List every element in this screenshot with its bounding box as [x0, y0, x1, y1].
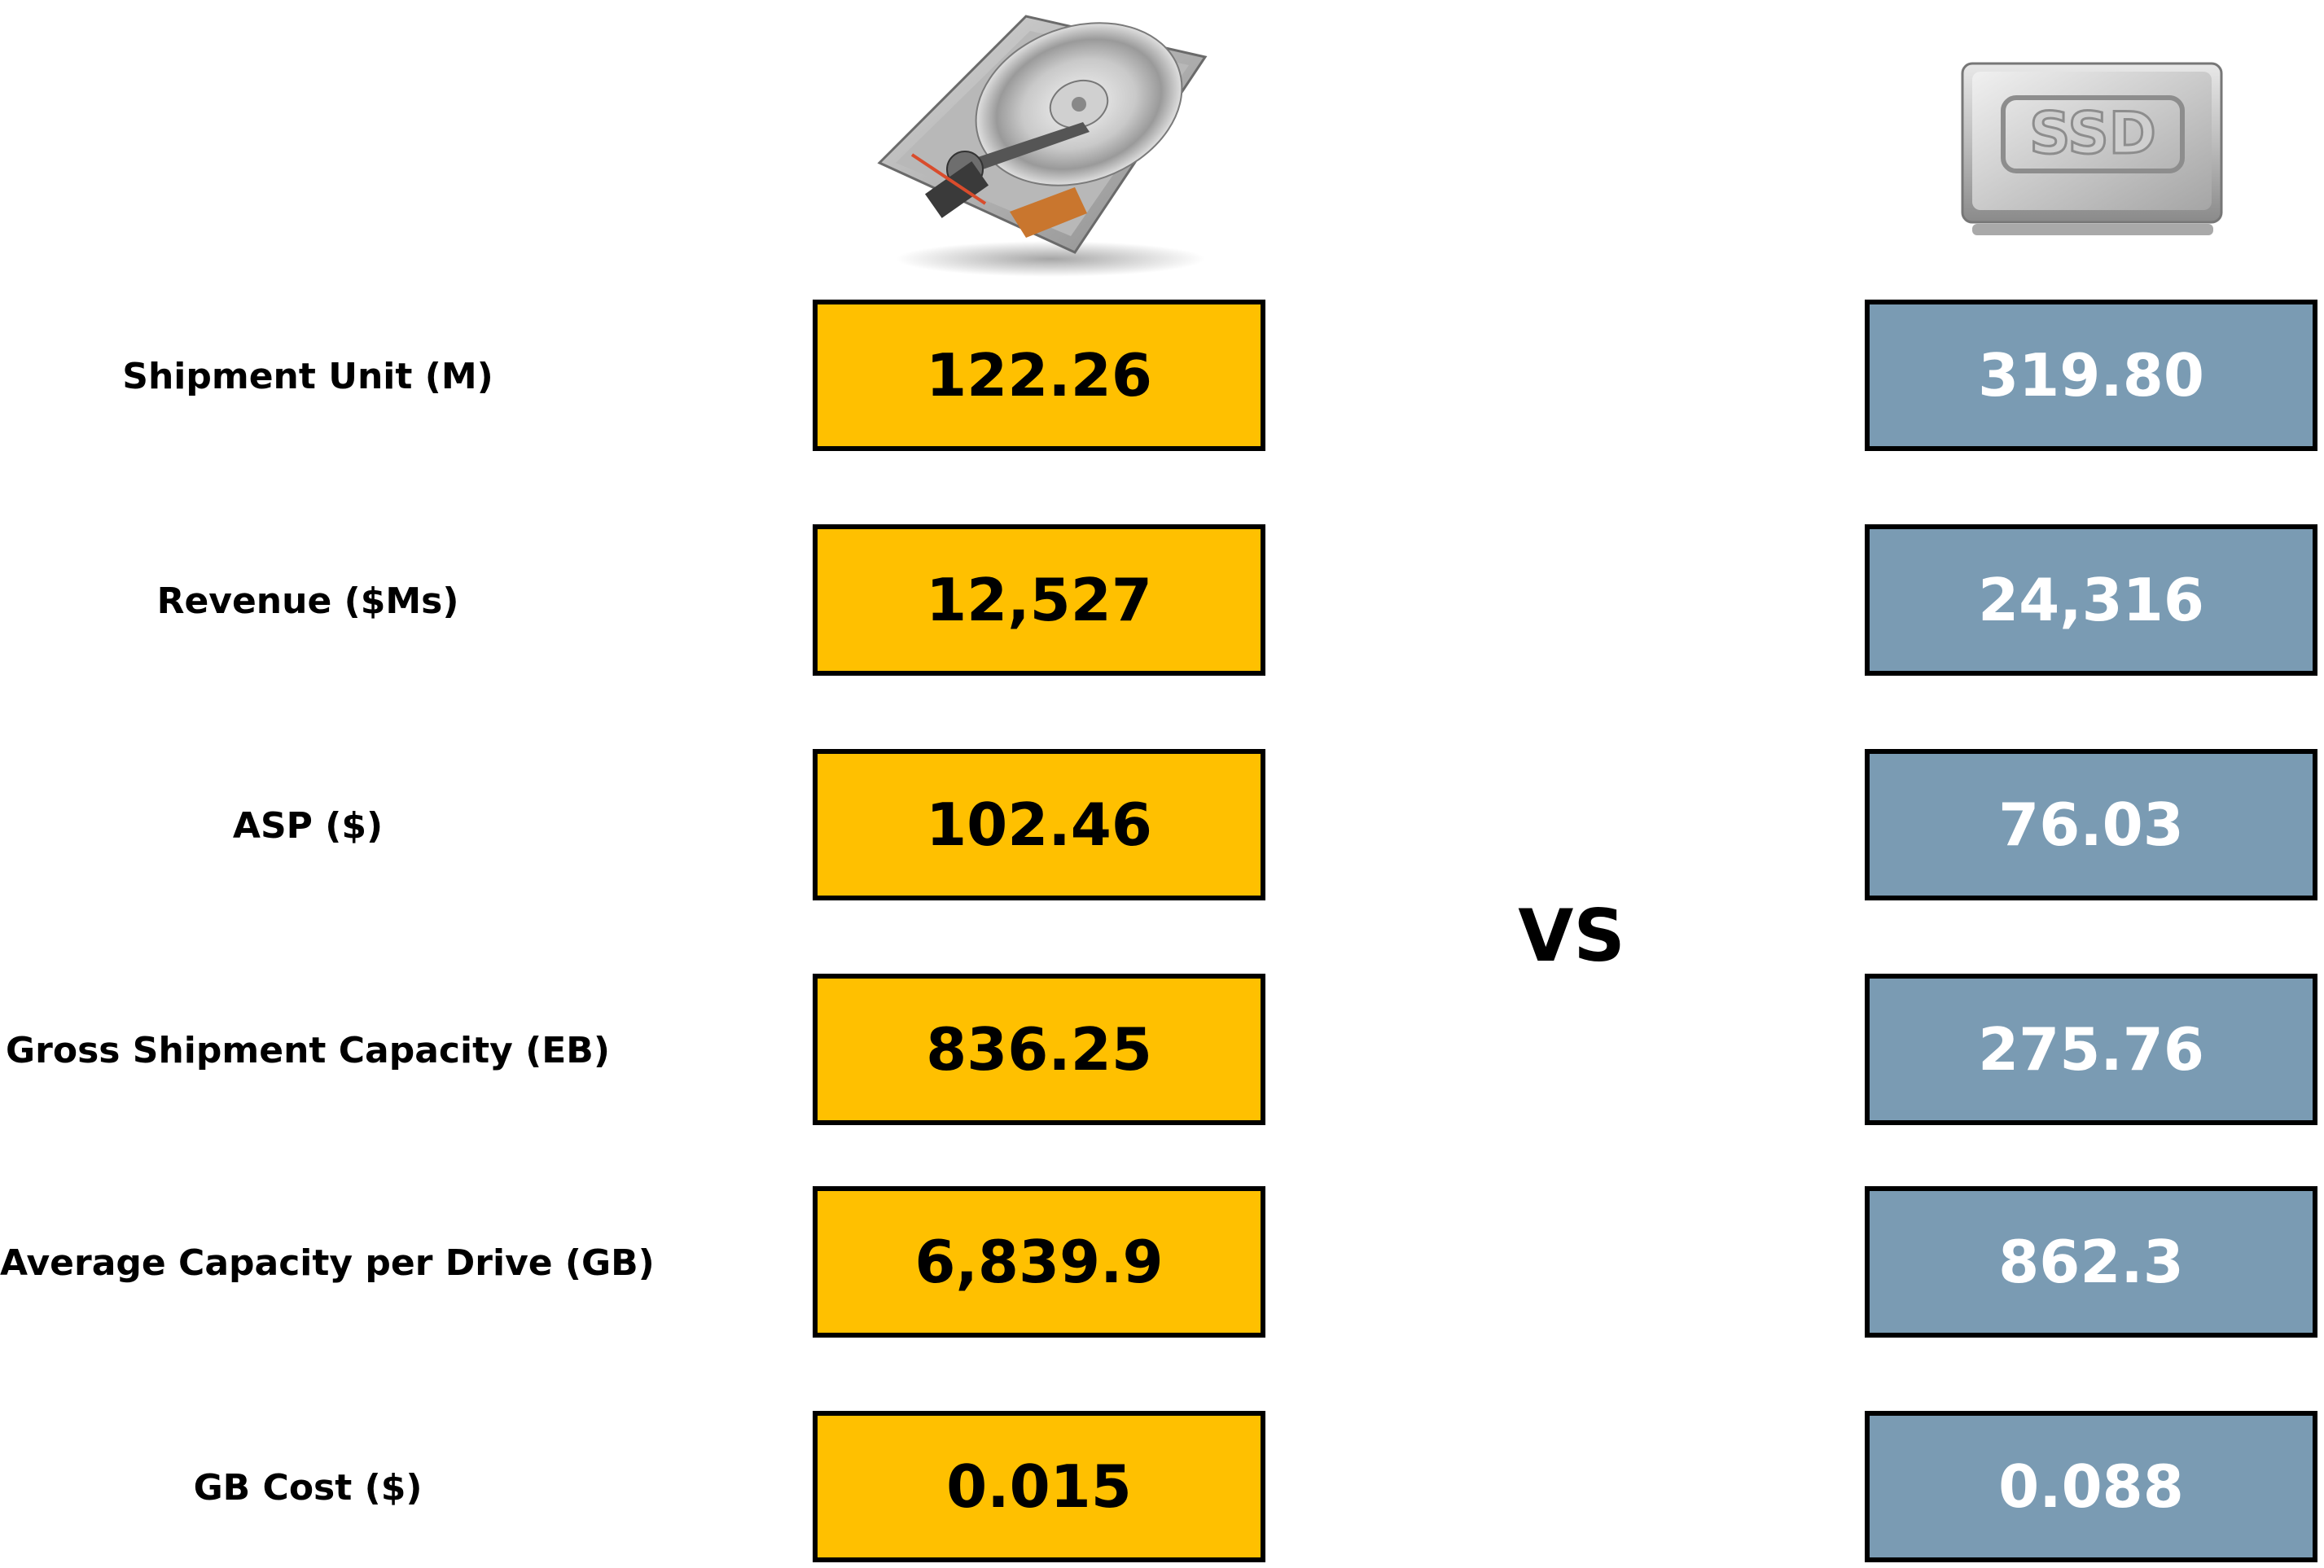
ssd-value-gb-cost: 0.088: [1865, 1411, 2317, 1562]
row-label-asp: ASP ($): [232, 805, 384, 847]
hdd-value-revenue: 12,527: [813, 524, 1265, 676]
hdd-value-asp: 102.46: [813, 749, 1265, 900]
row-label-gross-shipment-capacity: Gross Shipment Capacity (EB): [6, 1030, 610, 1071]
hdd-value-gross-shipment-capacity: 836.25: [813, 974, 1265, 1125]
row-label-average-capacity-per-drive: Average Capacity per Drive (GB): [0, 1242, 655, 1284]
ssd-value-asp: 76.03: [1865, 749, 2317, 900]
row-label-gb-cost: GB Cost ($): [193, 1467, 423, 1509]
ssd-value-average-capacity-per-drive: 862.3: [1865, 1186, 2317, 1338]
ssd-icon: SSD: [1961, 62, 2223, 235]
hdd-value-shipment-unit: 122.26: [813, 300, 1265, 451]
ssd-icon-label: SSD: [2029, 100, 2156, 167]
ssd-value-shipment-unit: 319.80: [1865, 300, 2317, 451]
ssd-value-revenue: 24,316: [1865, 524, 2317, 676]
row-label-shipment-unit: Shipment Unit (M): [122, 356, 493, 397]
vs-label: VS: [1518, 894, 1625, 978]
hdd-value-average-capacity-per-drive: 6,839.9: [813, 1186, 1265, 1338]
hard-disk-drive-icon: [877, 15, 1208, 277]
hdd-value-gb-cost: 0.015: [813, 1411, 1265, 1562]
ssd-value-gross-shipment-capacity: 275.76: [1865, 974, 2317, 1125]
row-label-revenue: Revenue ($Ms): [156, 580, 459, 622]
